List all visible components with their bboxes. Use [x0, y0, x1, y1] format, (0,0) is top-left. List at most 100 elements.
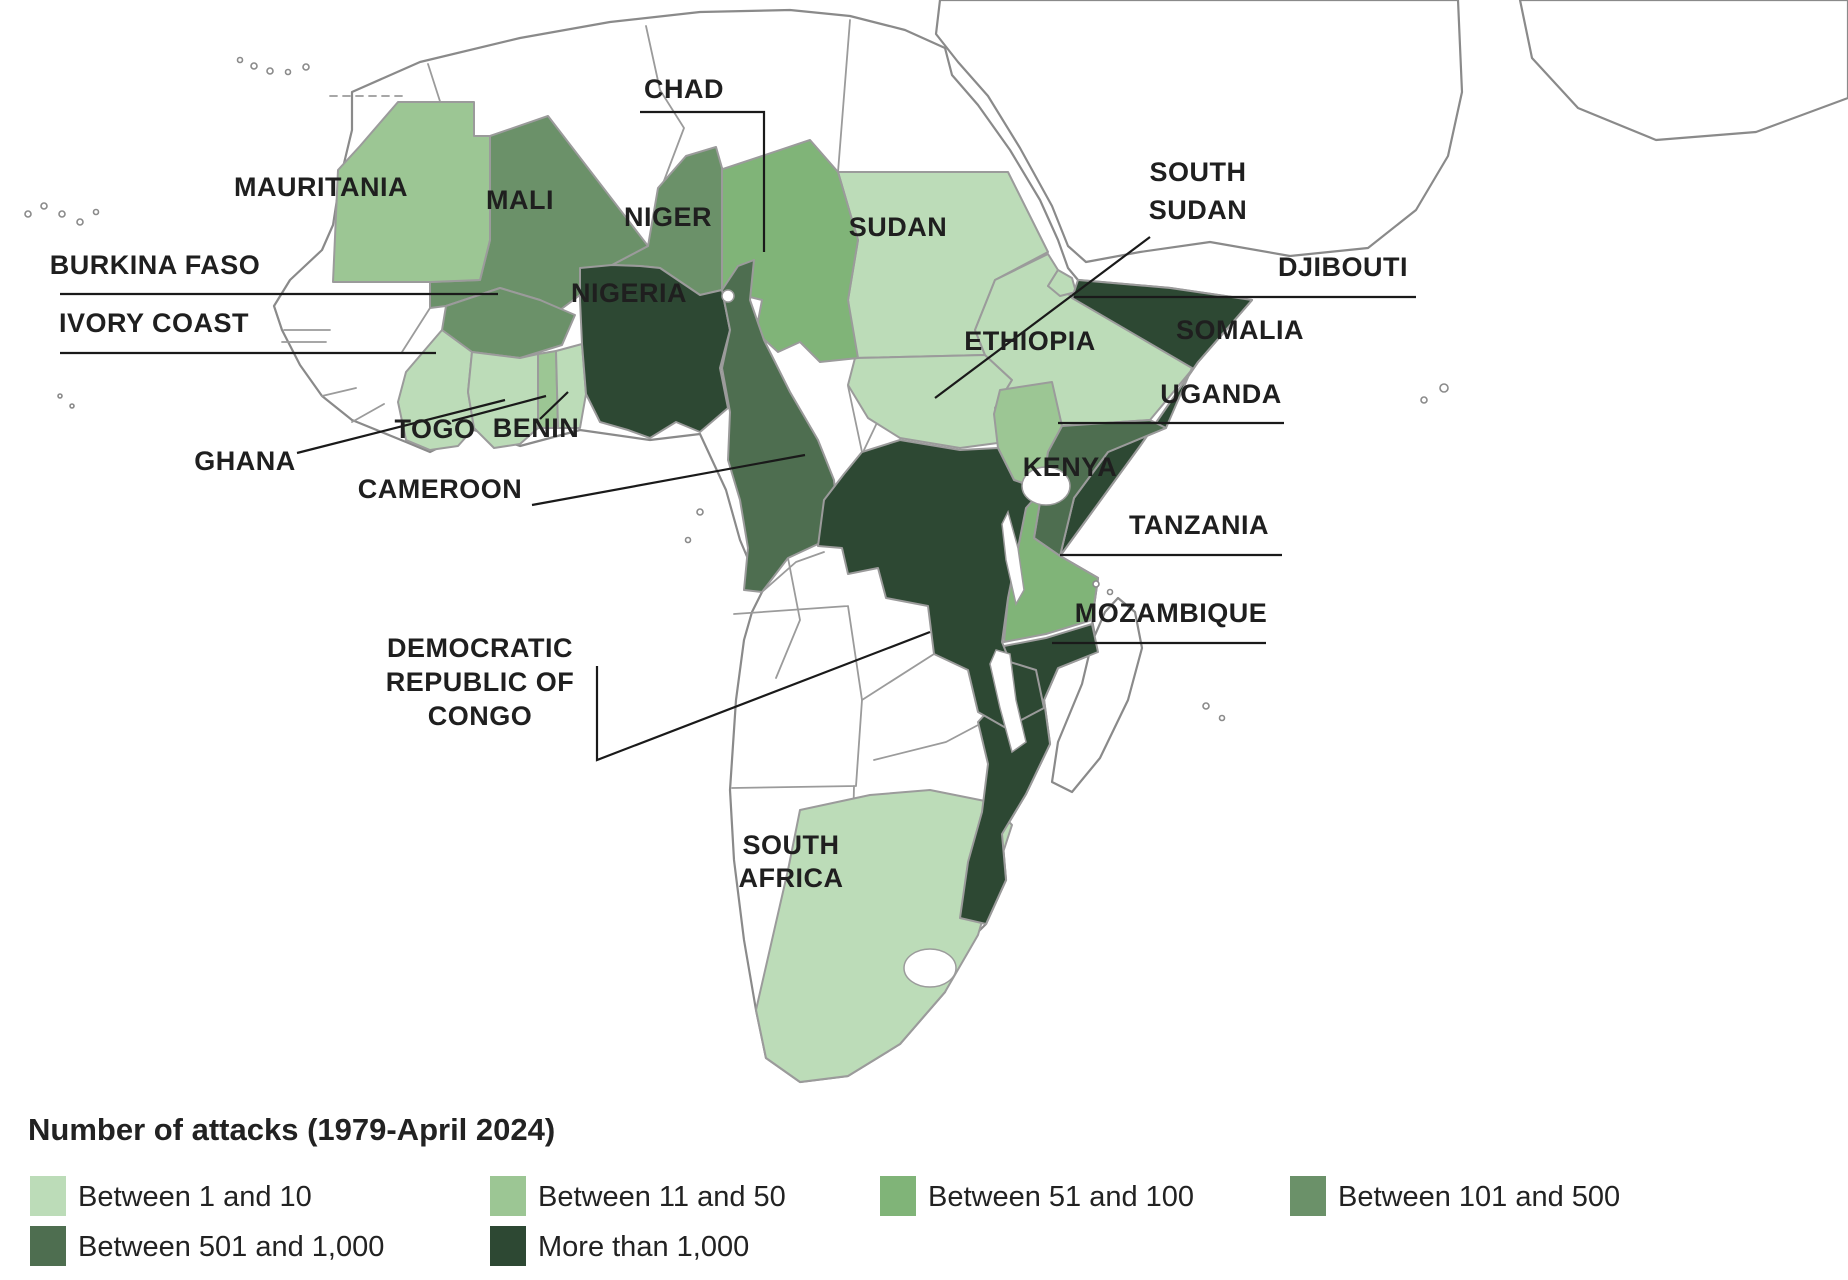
- border-algeria-libya: [645, 25, 685, 187]
- country-label-south-africa-line2: AFRICA: [739, 863, 844, 893]
- legend-item-4: Between 101 and 500: [1290, 1176, 1620, 1216]
- legend-item-label: More than 1,000: [538, 1231, 749, 1263]
- legend-item-6: More than 1,000: [490, 1226, 749, 1266]
- country-label-cameroon: CAMEROON: [358, 474, 523, 504]
- country-benin: [555, 343, 587, 429]
- legend-swatch-11-50: [490, 1176, 526, 1216]
- country-labels: MAURITANIA MALI NIGER CHAD BURKINA FASO …: [50, 74, 1408, 893]
- country-mozambique: [959, 623, 1099, 925]
- country-label-djibouti: DJIBOUTI: [1278, 252, 1408, 282]
- country-mauritania: [332, 101, 491, 283]
- legend: Number of attacks (1979-April 2024) Betw…: [28, 1112, 1620, 1266]
- country-label-tanzania: TANZANIA: [1129, 510, 1269, 540]
- bijagos-dot: [57, 393, 63, 399]
- country-label-ivory-coast: IVORY COAST: [59, 308, 249, 338]
- lake-malawi: [989, 649, 1027, 754]
- socotra-dot: [1439, 383, 1449, 393]
- legend-swatch-51-100: [880, 1176, 916, 1216]
- legend-item-label: Between 51 and 100: [928, 1181, 1194, 1213]
- country-label-drc-line3: CONGO: [428, 701, 533, 731]
- mascarene-dot: [1218, 714, 1226, 722]
- country-label-drc-line2: REPUBLIC OF: [386, 667, 575, 697]
- shaded-countries: [332, 101, 1253, 1083]
- country-label-south-sudan-line1: SOUTH: [1150, 157, 1247, 187]
- legend-title: Number of attacks (1979-April 2024): [28, 1112, 555, 1147]
- leader-line-south-sudan: [934, 236, 1151, 399]
- cape-verde-dot: [76, 218, 84, 226]
- country-label-sudan: SUDAN: [849, 212, 948, 242]
- country-label-south-africa-line1: SOUTH: [743, 830, 840, 860]
- lesotho-enclave: [903, 948, 957, 988]
- comoros-dot: [1092, 580, 1100, 588]
- legend-swatch-more-1000: [490, 1226, 526, 1266]
- border-libya-egypt: [837, 19, 851, 173]
- mascarene-dot: [1202, 702, 1210, 710]
- country-nigeria: [579, 264, 731, 439]
- lake-tanganyika: [1001, 509, 1025, 607]
- legend-item-1: Between 1 and 10: [30, 1176, 312, 1216]
- country-label-ghana: GHANA: [194, 446, 296, 476]
- country-label-kenya: KENYA: [1023, 452, 1118, 482]
- country-label-mali: MALI: [486, 185, 554, 215]
- legend-swatch-501-1000: [30, 1226, 66, 1266]
- border-gambia: [281, 329, 331, 343]
- leader-lines: [60, 110, 1416, 762]
- country-label-ethiopia: ETHIOPIA: [964, 326, 1096, 356]
- country-cameroon: [721, 259, 839, 593]
- legend-item-5: Between 501 and 1,000: [30, 1226, 384, 1266]
- arabian-peninsula-outline: [934, 0, 1464, 264]
- country-label-uganda: UGANDA: [1160, 379, 1282, 409]
- legend-swatch-101-500: [1290, 1176, 1326, 1216]
- country-label-south-sudan-line2: SUDAN: [1149, 195, 1248, 225]
- lake-victoria: [1021, 466, 1071, 506]
- leader-line-chad: [640, 110, 766, 252]
- canary-island-dot: [302, 63, 310, 71]
- leader-line-cameroon: [531, 453, 806, 507]
- legend-item-2: Between 11 and 50: [490, 1176, 786, 1216]
- border-guinea-mali: [401, 307, 431, 353]
- cape-verde-dot: [40, 202, 48, 210]
- sao-tome-dot: [684, 536, 692, 544]
- border-sierra-leone-liberia: [321, 387, 385, 423]
- country-label-mauritania: MAURITANIA: [234, 172, 408, 202]
- lakes-and-enclaves: [721, 289, 1071, 988]
- country-djibouti: [1047, 269, 1077, 297]
- island-dots: [24, 56, 1449, 722]
- country-drc: [817, 439, 1045, 729]
- socotra-dot: [1420, 396, 1428, 404]
- leader-line-ghana: [296, 398, 506, 455]
- country-label-somalia: SOMALIA: [1176, 315, 1304, 345]
- lake-chad: [721, 289, 735, 303]
- canary-island-dot: [250, 62, 258, 70]
- legend-swatch-1-10: [30, 1176, 66, 1216]
- legend-item-label: Between 501 and 1,000: [78, 1231, 384, 1263]
- legend-item-3: Between 51 and 100: [880, 1176, 1194, 1216]
- country-south-africa: [755, 789, 1013, 1083]
- country-label-nigeria: NIGERIA: [571, 278, 687, 308]
- border-zambia-zimbabwe: [861, 653, 981, 761]
- leader-line-togo: [451, 394, 547, 423]
- leader-line-benin: [539, 391, 569, 420]
- canary-island-dot: [236, 56, 244, 64]
- bijagos-dot: [69, 403, 75, 409]
- cape-verde-dot: [58, 210, 66, 218]
- country-label-togo: TOGO: [394, 414, 475, 444]
- canary-island-dot: [266, 67, 274, 75]
- country-label-burkina-faso: BURKINA FASO: [50, 250, 261, 280]
- comoros-dot: [1106, 588, 1114, 596]
- asia-coast-outline: [1518, 0, 1848, 142]
- country-label-benin: BENIN: [493, 413, 580, 443]
- country-label-drc-line1: DEMOCRATIC: [387, 633, 573, 663]
- country-label-niger: NIGER: [624, 202, 712, 232]
- border-gabon-congo: [761, 551, 825, 679]
- legend-item-label: Between 101 and 500: [1338, 1181, 1620, 1213]
- canary-island-dot: [284, 68, 292, 76]
- cape-verde-dot: [92, 208, 100, 216]
- legend-item-label: Between 11 and 50: [538, 1181, 786, 1213]
- leader-line-drc: [595, 630, 931, 762]
- country-label-mozambique: MOZAMBIQUE: [1075, 598, 1267, 628]
- country-label-chad: CHAD: [644, 74, 724, 104]
- legend-item-label: Between 1 and 10: [78, 1181, 312, 1213]
